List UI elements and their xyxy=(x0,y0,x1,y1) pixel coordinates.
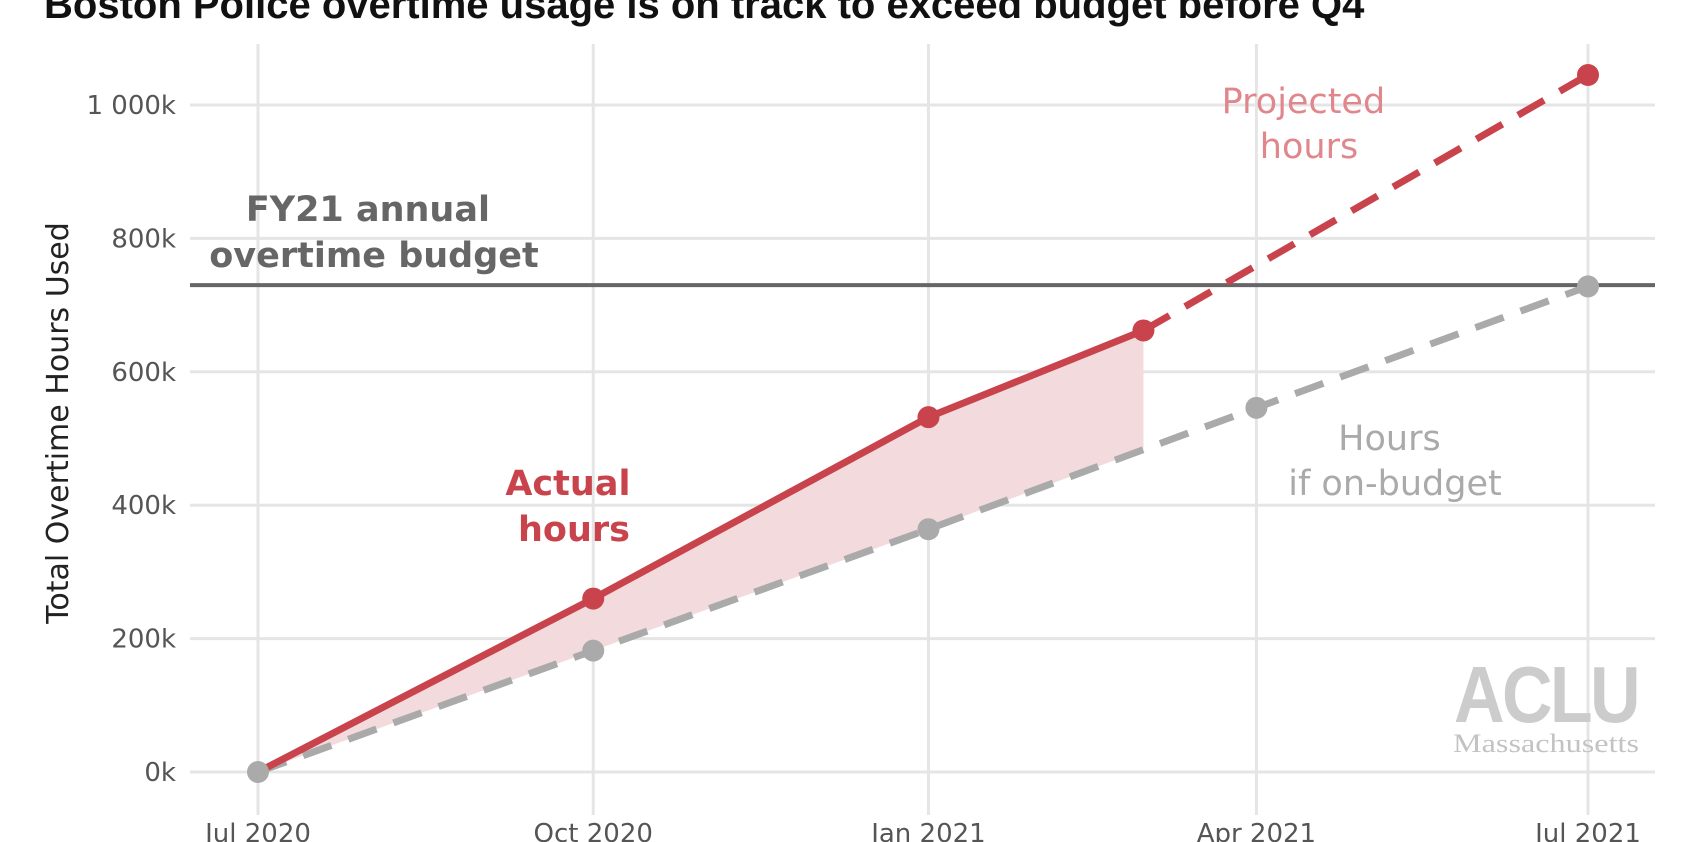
projected-point xyxy=(1577,63,1599,86)
y-tick-label: 0k xyxy=(144,758,176,788)
actual-point xyxy=(582,587,605,610)
on-budget-point xyxy=(1577,275,1599,298)
on-budget-point xyxy=(917,518,940,541)
y-tick-label: 200k xyxy=(111,625,176,655)
tick-labels: 0k 200k 400k 600k 800k 1 000k Jul 2020 Oct 2020… xyxy=(87,91,1641,842)
gap-fill-layer xyxy=(258,330,1144,772)
points-layer xyxy=(247,63,1599,783)
on-budget-line xyxy=(256,283,1590,776)
y-axis-label: Total Overtime Hours Used xyxy=(41,222,76,625)
actual-hours-line xyxy=(256,327,1145,776)
aclu-logo-wordmark: ACLU xyxy=(1454,650,1638,739)
actual-hours-annotation: Actual hours xyxy=(505,464,642,550)
actual-annotation-line-2: hours xyxy=(518,510,630,550)
x-tick-label: Jan 2021 xyxy=(869,819,986,842)
actual-point xyxy=(1132,319,1155,342)
y-tick-label: 800k xyxy=(111,224,176,254)
y-tick-label: 1 000k xyxy=(87,91,177,121)
x-tick-label: Jul 2020 xyxy=(203,819,311,842)
actual-annotation-line-1: Actual xyxy=(505,464,630,504)
budget-annotation-line-2: overtime budget xyxy=(209,236,539,276)
projected-annotation-line-1: Projected xyxy=(1222,82,1386,122)
x-tick-label: Apr 2021 xyxy=(1197,819,1316,842)
on-budget-annotation: Hours if on-budget xyxy=(1288,419,1502,504)
projected-annotation-line-2: hours xyxy=(1260,127,1358,167)
aclu-logo-subtitle: Massachusetts xyxy=(1453,729,1639,758)
y-tick-label: 600k xyxy=(111,358,176,388)
on-budget-point xyxy=(582,639,605,662)
y-tick-label: 400k xyxy=(111,491,176,521)
on-budget-point xyxy=(1245,396,1268,419)
gap-fill-area xyxy=(258,330,1144,772)
x-tick-label: Oct 2020 xyxy=(534,819,653,842)
budget-annotation-line-1: FY21 annual xyxy=(246,190,490,230)
actual-point xyxy=(917,406,940,429)
budget-annotation: FY21 annual overtime budget xyxy=(209,190,539,276)
chart-title: Boston Police overtime usage is on track… xyxy=(44,0,1365,27)
x-tick-label: Jul 2021 xyxy=(1533,819,1641,842)
aclu-logo: ACLU Massachusetts xyxy=(1453,650,1641,758)
series-layer xyxy=(256,71,1590,776)
projected-hours-annotation: Projected hours xyxy=(1222,82,1397,167)
on-budget-annotation-line-2: if on-budget xyxy=(1288,464,1502,504)
projected-hours-line xyxy=(1141,71,1590,334)
grid xyxy=(190,44,1655,815)
on-budget-annotation-line-1: Hours xyxy=(1338,419,1441,459)
on-budget-point xyxy=(247,761,269,783)
